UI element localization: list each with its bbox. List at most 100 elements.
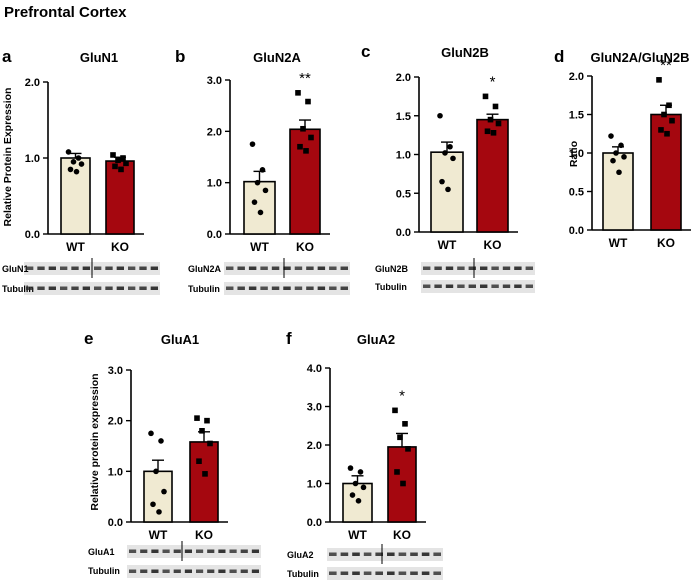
blot-bands [26,286,158,290]
blot-bands [26,258,158,278]
blot-band [387,552,395,556]
data-point-ko [656,77,662,83]
blot-band [271,286,280,290]
blot-band [116,286,124,290]
blot-band [306,286,314,290]
blot-band [151,569,159,573]
blot-band [105,266,113,270]
data-point-wt [352,480,359,487]
blot-band [457,266,465,270]
blot-band [340,571,349,575]
data-point-wt [357,469,364,475]
data-point-wt [618,142,624,149]
blot-band [116,266,124,270]
data-point-ko [661,111,667,118]
chart-title-c: GluN2B [441,45,489,60]
y-tick-label: 4.0 [307,363,322,375]
data-point-wt [437,112,443,119]
data-point-wt [259,167,266,173]
blot-band [240,549,248,553]
x-tick-label-ko: KO [393,528,411,542]
blot-strip [421,280,535,293]
blot-band [283,266,291,270]
chart-f: 0.0 1.0 2.0 3.0 4.0 WT KO * [307,363,426,542]
data-point-wt [257,209,264,216]
data-point-wt [610,157,616,164]
blot-bands [129,569,259,573]
y-tick-label: 1.0 [396,150,411,162]
data-point-wt [347,465,354,471]
blot-band [48,266,56,270]
blot-band [329,286,337,290]
blot-band [82,266,90,270]
y-tick-label: 1.5 [569,110,584,122]
blot-band [423,266,431,270]
blot-band [294,286,303,290]
chart-a: 0.0 1.0 2.0 WT KO [25,77,144,254]
data-point-wt [78,161,85,167]
data-point-ko [402,421,408,427]
y-tick-label: 2.0 [396,72,411,84]
data-point-wt [447,143,453,150]
blot-band [375,571,383,575]
chart-title-e: GluA1 [161,332,199,347]
blot-band [139,266,147,270]
data-point-ko [118,166,124,173]
chart-title-f: GluA2 [357,332,395,347]
data-point-wt [75,155,82,161]
blot-band [26,266,34,270]
blot-band [480,284,488,288]
data-point-wt [254,179,261,186]
y-tick-label: 0.0 [396,227,411,239]
x-tick-label-wt: WT [66,240,85,254]
significance-marker: ** [299,70,311,87]
data-point-wt [150,501,156,508]
blot-strip [327,567,443,580]
blot-band [352,552,360,556]
y-tick-label: 0.5 [396,188,411,200]
y-tick-label: 0.0 [569,225,584,237]
data-point-ko [308,134,314,141]
data-point-wt [161,488,167,495]
blot-band [329,266,337,270]
data-point-ko [664,130,670,137]
blot-band [71,286,79,290]
data-point-wt [262,187,269,194]
y-tick-label: 1.5 [396,111,411,123]
blot-band [340,552,349,556]
y-tick-label: 2.0 [108,416,123,428]
data-point-ko [392,407,398,414]
blot-band [329,571,337,575]
data-point-wt [608,133,614,139]
blot-band [306,266,314,270]
blot-band [260,266,268,270]
blot-band [26,286,34,290]
blot-band [410,571,418,575]
blot-bands [129,541,259,561]
data-point-ko [658,127,664,133]
data-point-ko [405,446,411,452]
blot-c: GluN2B Tubulin [375,262,535,293]
blot-band [105,286,113,290]
y-tick-label: 3.0 [207,75,222,87]
y-tick-label: 0.0 [108,517,123,529]
blot-band [94,266,102,270]
data-point-ko [120,155,126,161]
significance-marker: * [399,387,405,404]
blot-label-f-protein: GluA2 [287,550,314,560]
blot-bands [423,284,533,288]
chart-c: 0.0 0.5 1.0 1.5 2.0 WT KO * [396,72,518,252]
blot-band [229,569,237,573]
chart-b: 0.0 1.0 2.0 3.0 WT KO ** [207,70,330,254]
blot-strip [24,282,160,295]
blot-band [502,284,511,288]
x-tick-label-wt: WT [438,238,457,252]
page-title: Prefrontal Cortex [4,4,127,21]
blot-band [445,266,454,270]
y-tick-label: 2.0 [207,126,222,138]
blot-band [421,571,430,575]
blot-band [240,569,248,573]
blot-band [37,266,45,270]
data-point-ko [196,458,202,464]
bar-wt [243,180,276,235]
